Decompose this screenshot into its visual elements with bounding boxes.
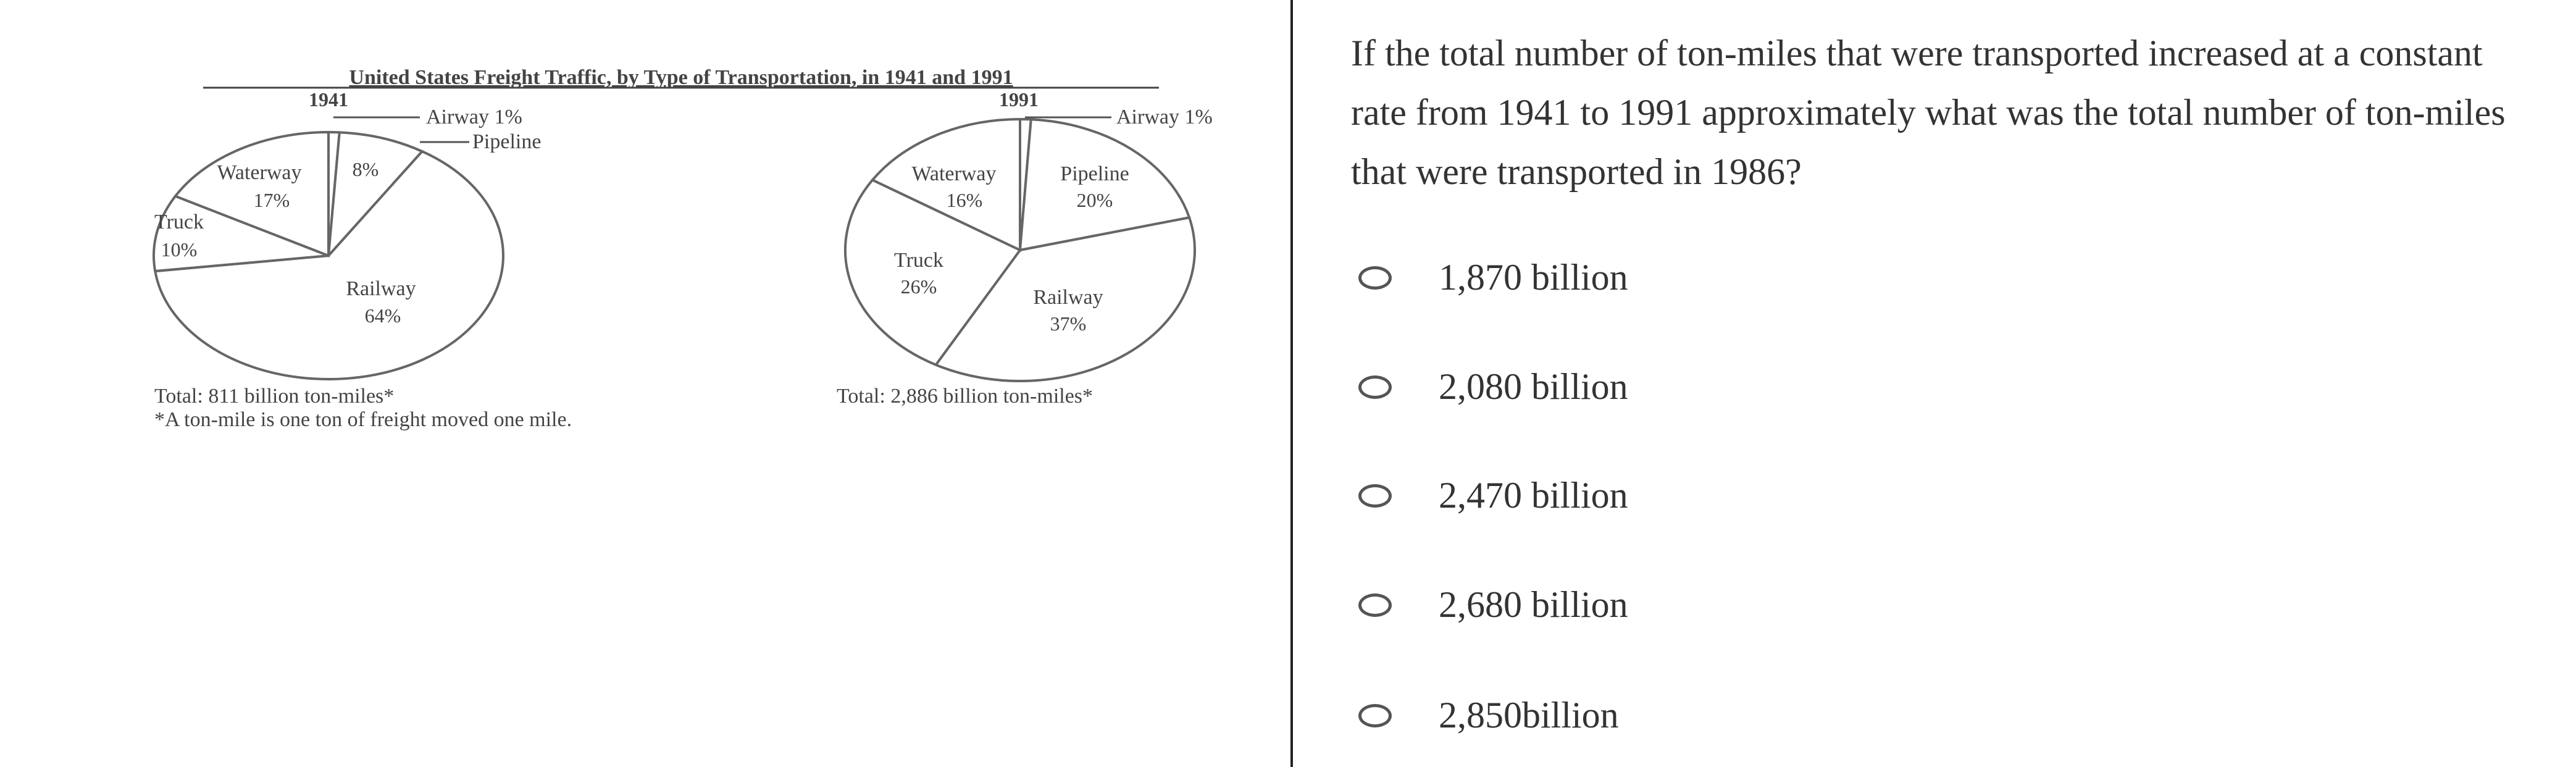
radio-icon[interactable] <box>1358 266 1392 290</box>
pie-1941 <box>153 130 504 380</box>
label-truck-pct-1941: 10% <box>161 238 198 261</box>
radio-icon[interactable] <box>1358 703 1392 727</box>
radio-icon[interactable] <box>1358 593 1392 617</box>
pie-slice-pipeline <box>327 131 424 259</box>
option-label: 1,870 billion <box>1439 257 1628 298</box>
question-text: If the total number of ton-miles that we… <box>1351 33 2506 192</box>
option-4[interactable]: 2,680 billion <box>1358 584 1628 626</box>
label-truck-1941: Truck <box>154 211 204 233</box>
label-waterway-1991: Waterway <box>912 162 997 185</box>
label-railway-pct-1941: 64% <box>365 304 401 327</box>
option-label: 2,680 billion <box>1439 584 1628 625</box>
pie-slice-truck <box>844 178 1022 367</box>
radio-icon[interactable] <box>1358 484 1392 508</box>
pie-1991 <box>844 117 1196 382</box>
pie-slice-railway <box>934 216 1196 382</box>
label-waterway-pct-1941: 17% <box>254 189 290 211</box>
label-pipeline-pct-1991: 20% <box>1077 189 1113 211</box>
pie-slice-waterway <box>173 130 330 258</box>
label-pipeline-pct-1941: 8% <box>353 158 379 180</box>
label-railway-1941: Railway <box>346 277 416 300</box>
label-waterway-pct-1991: 16% <box>947 189 983 211</box>
pie-slice-waterway <box>870 117 1021 253</box>
total-1991: Total: 2,886 billion ton-miles* <box>837 385 1093 408</box>
label-airway-1991: Airway 1% <box>1116 106 1213 128</box>
pie-1941-year: 1941 <box>309 88 348 111</box>
label-railway-pct-1991: 37% <box>1050 312 1087 335</box>
option-label: 2,850billion <box>1439 695 1619 736</box>
freight-pie-charts: United States Freight Traffic, by Type o… <box>153 66 1213 431</box>
total-1941: Total: 811 billion ton-miles* <box>154 385 394 408</box>
pie-slice-truck <box>153 195 329 273</box>
option-2[interactable]: 2,080 billion <box>1358 366 1628 408</box>
label-pipeline-1991: Pipeline <box>1060 162 1129 185</box>
label-pipeline-1941: Pipeline <box>472 130 541 153</box>
option-label: 2,470 billion <box>1439 475 1628 516</box>
label-truck-pct-1991: 26% <box>901 275 937 298</box>
radio-icon[interactable] <box>1358 375 1392 399</box>
footnote: *A ton-mile is one ton of freight moved … <box>154 408 572 431</box>
option-1[interactable]: 1,870 billion <box>1358 256 1628 299</box>
pie-slice-railway <box>153 149 504 380</box>
option-3[interactable]: 2,470 billion <box>1358 474 1628 517</box>
chart-title: United States Freight Traffic, by Type o… <box>349 66 1013 89</box>
panel-divider <box>1290 0 1293 767</box>
label-airway-1941: Airway 1% <box>426 106 522 128</box>
label-waterway-1941: Waterway <box>217 161 302 184</box>
label-truck-1991: Truck <box>894 249 943 272</box>
pie-1991-year: 1991 <box>999 88 1039 111</box>
label-railway-1991: Railway <box>1033 286 1103 309</box>
pie-slice-pipeline <box>1018 118 1191 252</box>
option-label: 2,080 billion <box>1439 366 1628 407</box>
option-5[interactable]: 2,850billion <box>1358 694 1619 737</box>
